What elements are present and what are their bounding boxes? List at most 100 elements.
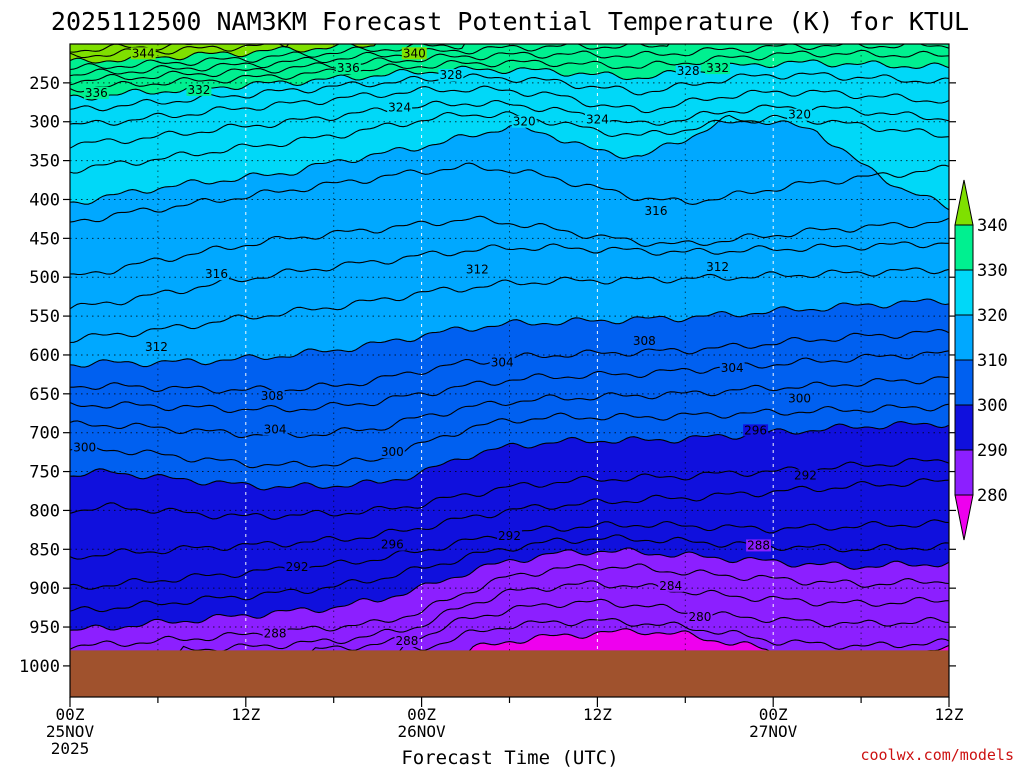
y-tick-label: 550 bbox=[29, 307, 60, 327]
contour-label-bg bbox=[284, 561, 310, 574]
contour-label-bg bbox=[262, 627, 288, 640]
contour-318 bbox=[70, 162, 949, 223]
y-tick-label: 450 bbox=[29, 229, 60, 249]
contour-316 bbox=[70, 215, 949, 276]
contour-288 bbox=[70, 563, 949, 650]
contour-label: 312 bbox=[466, 262, 489, 276]
contour-label: 300 bbox=[381, 445, 404, 459]
contour-label-bg bbox=[438, 69, 464, 82]
contour-328 bbox=[70, 72, 949, 112]
colorbar-legend: 280 290 300 310 320 330 340 bbox=[954, 179, 1008, 541]
contour-label: 320 bbox=[513, 115, 536, 129]
contour-296 bbox=[70, 478, 949, 560]
y-tick-label: 250 bbox=[29, 74, 60, 94]
contour-label: 288 bbox=[264, 626, 287, 640]
contour-label-bg bbox=[379, 538, 405, 551]
colorbar-top-arrow bbox=[954, 179, 974, 226]
contour-label: 296 bbox=[744, 423, 767, 437]
contour-label: 292 bbox=[286, 560, 309, 574]
contour-label: 292 bbox=[498, 529, 521, 543]
contour-300 bbox=[70, 421, 949, 491]
contour-label: 332 bbox=[187, 83, 210, 97]
y-tick-label: 350 bbox=[29, 152, 60, 172]
contour-label-bg bbox=[719, 362, 745, 375]
y-tick-label: 500 bbox=[29, 268, 60, 288]
contour-292 bbox=[70, 534, 949, 613]
contour-label-bg bbox=[643, 205, 669, 218]
contour-label: 296 bbox=[381, 538, 404, 552]
contour-label-bg bbox=[631, 334, 657, 347]
contour-label-bg bbox=[497, 530, 522, 543]
y-tick-label: 750 bbox=[29, 463, 60, 483]
y-tick-label: 900 bbox=[29, 579, 60, 599]
contour-label-bg bbox=[143, 341, 169, 354]
contour-label: 304 bbox=[721, 361, 744, 375]
contour-label-bg bbox=[259, 390, 285, 403]
contour-label-bg bbox=[743, 424, 769, 437]
contour-label-bg bbox=[379, 446, 405, 459]
colorbar-label: 310 bbox=[977, 351, 1008, 371]
y-tick-label: 300 bbox=[29, 113, 60, 133]
contour-340 bbox=[70, 44, 377, 64]
credit-text: coolwx.com/models bbox=[860, 746, 1014, 764]
contour-label: 280 bbox=[688, 610, 711, 624]
colorbar-segment-330 bbox=[954, 224, 974, 271]
contour-label-bg bbox=[464, 263, 490, 276]
colorbar-label: 290 bbox=[977, 441, 1008, 461]
y-tick-label: 1000 bbox=[19, 657, 60, 677]
contour-label-bg bbox=[394, 635, 420, 648]
contour-label: 312 bbox=[706, 260, 729, 274]
contour-302 bbox=[70, 403, 949, 469]
colorbar-label: 330 bbox=[977, 261, 1008, 281]
contour-label-bg bbox=[792, 469, 818, 482]
y-tick-label: 800 bbox=[29, 501, 60, 521]
contour-label-bg bbox=[675, 65, 701, 78]
contour-label-bg bbox=[262, 423, 288, 436]
x-tick-label: 27NOV bbox=[749, 722, 798, 741]
colorbar-segment-290 bbox=[954, 404, 974, 451]
chart-title: 2025112500 NAM3KM Forecast Potential Tem… bbox=[51, 7, 969, 36]
contour-label-bg bbox=[72, 441, 98, 454]
contour-label: 316 bbox=[645, 204, 668, 218]
contour-label: 328 bbox=[439, 68, 462, 82]
contour-label: 336 bbox=[85, 86, 108, 100]
colorbar-segment-300 bbox=[954, 359, 974, 406]
y-tick-label: 650 bbox=[29, 385, 60, 405]
contour-label-bg bbox=[387, 101, 413, 114]
x-tick-label: 26NOV bbox=[398, 722, 447, 741]
contour-label-bg bbox=[204, 268, 229, 281]
contour-342 bbox=[70, 44, 290, 59]
y-tick-label: 850 bbox=[29, 540, 60, 560]
x-tick-label: 25NOV bbox=[46, 722, 95, 741]
contour-label-bg bbox=[787, 108, 813, 121]
x-tick-label: 12Z bbox=[583, 705, 612, 724]
contour-label-bg bbox=[687, 610, 713, 623]
y-tick-label: 400 bbox=[29, 190, 60, 210]
contour-label: 308 bbox=[261, 389, 284, 403]
contour-330 bbox=[70, 59, 949, 101]
contour-label: 304 bbox=[264, 423, 287, 437]
contour-326 bbox=[70, 85, 949, 126]
colorbar-label: 300 bbox=[977, 396, 1008, 416]
contour-label-bg bbox=[186, 83, 212, 96]
contour-label-bg bbox=[658, 579, 684, 592]
contour-314 bbox=[70, 241, 949, 310]
contour-label: 304 bbox=[491, 356, 514, 370]
contour-label-bg bbox=[489, 356, 515, 369]
x-tick-label: 12Z bbox=[231, 705, 260, 724]
contour-304 bbox=[70, 376, 949, 439]
contour-label: 344 bbox=[132, 46, 155, 60]
contour-290 bbox=[70, 547, 949, 631]
x-tick-label: 12Z bbox=[935, 705, 964, 724]
x-tick-label: 00Z bbox=[56, 705, 85, 724]
contour-label: 292 bbox=[794, 468, 817, 482]
contour-label-bg bbox=[584, 113, 610, 126]
contour-332 bbox=[70, 49, 949, 93]
colorbar-label: 320 bbox=[977, 306, 1008, 326]
y-tick-label: 950 bbox=[29, 618, 60, 638]
contour-336 bbox=[70, 44, 670, 77]
contour-label: 340 bbox=[403, 46, 426, 60]
plot-area: 344 340 336 336 332 328 328 332 324 324 320 320 316 3… bbox=[70, 44, 949, 697]
